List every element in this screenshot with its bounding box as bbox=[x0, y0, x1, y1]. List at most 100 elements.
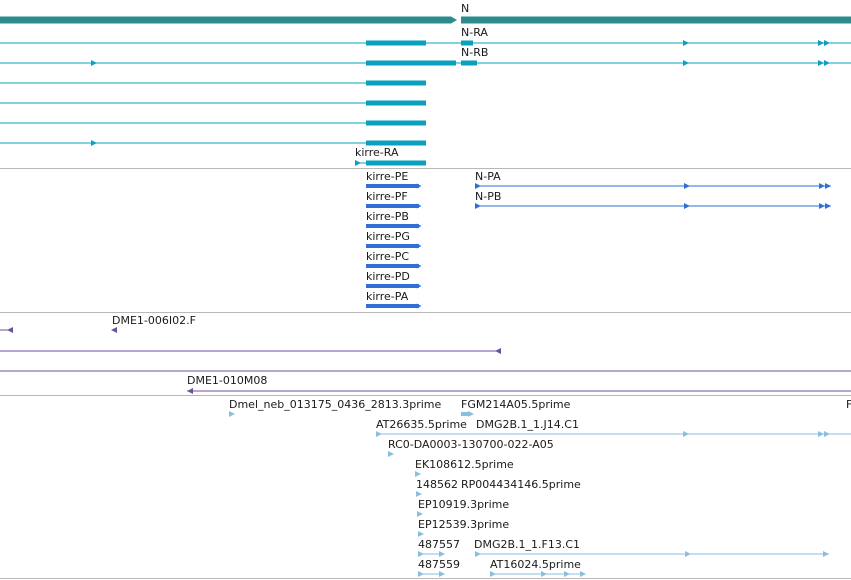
strand-arrow-icon bbox=[418, 551, 424, 557]
gene-bar-left[interactable] bbox=[0, 16, 451, 24]
est-label-AT16024[interactable]: AT16024.5prime bbox=[490, 558, 581, 571]
protein-label-N-PA[interactable]: N-PA bbox=[475, 170, 501, 183]
clone-label-DME1-006I02F[interactable]: DME1-006I02.F bbox=[112, 314, 196, 327]
protein-label-kirre-PF[interactable]: kirre-PF bbox=[366, 190, 408, 203]
strand-arrow-icon bbox=[415, 471, 421, 477]
est-label-DMG2B-F13[interactable]: DMG2B.1_1.F13.C1 bbox=[474, 538, 581, 551]
strand-arrow-icon bbox=[418, 531, 424, 537]
est-label-DMG2B-J14[interactable]: DMG2B.1_1.J14.C1 bbox=[476, 418, 579, 431]
strand-arrow-icon bbox=[824, 431, 830, 437]
protein-block[interactable] bbox=[366, 244, 419, 248]
strand-arrow-icon bbox=[824, 60, 830, 66]
transcript-exons[interactable] bbox=[366, 160, 426, 166]
protein-label-kirre-PB[interactable]: kirre-PB bbox=[366, 210, 409, 223]
strand-arrow-icon bbox=[416, 203, 422, 209]
strand-arrow-icon bbox=[187, 388, 193, 394]
strand-arrow-icon bbox=[417, 511, 423, 517]
strand-arrow-icon bbox=[376, 431, 382, 437]
est-label-EP12539[interactable]: EP12539.3prime bbox=[418, 518, 510, 531]
strand-arrow-icon bbox=[7, 327, 13, 333]
strand-arrow-icon bbox=[229, 411, 235, 417]
est-label-EK108612[interactable]: EK108612.5prime bbox=[415, 458, 514, 471]
strand-arrow-icon bbox=[824, 40, 830, 46]
strand-arrow-icon bbox=[416, 303, 422, 309]
est-label-487559[interactable]: 487559 bbox=[418, 558, 460, 571]
protein-label-kirre-PA[interactable]: kirre-PA bbox=[366, 290, 409, 303]
strand-arrow-icon bbox=[825, 203, 831, 209]
strand-arrow-icon bbox=[683, 40, 689, 46]
transcript-exons[interactable] bbox=[461, 40, 473, 46]
strand-arrow-icon bbox=[564, 571, 570, 577]
protein-block[interactable] bbox=[366, 284, 419, 288]
strand-arrow-icon bbox=[823, 551, 829, 557]
strand-arrow-icon bbox=[468, 411, 474, 417]
strand-arrow-icon bbox=[355, 160, 361, 166]
protein-label-kirre-PD[interactable]: kirre-PD bbox=[366, 270, 410, 283]
strand-arrow-icon bbox=[684, 203, 690, 209]
strand-arrow-icon bbox=[685, 551, 691, 557]
gene-label-N[interactable]: N bbox=[461, 2, 470, 15]
est-label-AT26635[interactable]: AT26635.5prime bbox=[376, 418, 467, 431]
strand-arrow-icon bbox=[475, 203, 481, 209]
strand-arrow-icon bbox=[91, 140, 97, 146]
strand-arrow-icon bbox=[818, 431, 824, 437]
protein-label-N-PB[interactable]: N-PB bbox=[475, 190, 502, 203]
strand-arrow-icon bbox=[416, 183, 422, 189]
transcript-exons[interactable] bbox=[366, 40, 426, 46]
strand-arrow-icon bbox=[416, 491, 422, 497]
strand-arrow-icon bbox=[490, 571, 496, 577]
strand-arrow-icon bbox=[818, 40, 824, 46]
strand-arrow-icon bbox=[388, 451, 394, 457]
protein-block[interactable] bbox=[366, 224, 419, 228]
gene-bar-right[interactable] bbox=[461, 16, 851, 24]
strand-arrow-icon bbox=[580, 571, 586, 577]
strand-arrow-icon bbox=[416, 223, 422, 229]
est-label-F[interactable]: F bbox=[846, 398, 851, 411]
protein-label-kirre-PC[interactable]: kirre-PC bbox=[366, 250, 410, 263]
strand-arrow-icon bbox=[418, 571, 424, 577]
clone-label-DME1-010M08[interactable]: DME1-010M08 bbox=[187, 374, 268, 387]
strand-arrow-icon bbox=[684, 183, 690, 189]
gene-bar-arrow bbox=[451, 16, 457, 24]
strand-arrow-icon bbox=[818, 60, 824, 66]
transcript-exons[interactable] bbox=[366, 140, 426, 146]
strand-arrow-icon bbox=[475, 183, 481, 189]
protein-block[interactable] bbox=[366, 264, 419, 268]
strand-arrow-icon bbox=[683, 60, 689, 66]
transcript-exons[interactable] bbox=[461, 60, 477, 66]
protein-label-kirre-PE[interactable]: kirre-PE bbox=[366, 170, 409, 183]
strand-arrow-icon bbox=[819, 203, 825, 209]
strand-arrow-icon bbox=[819, 183, 825, 189]
est-label-487557[interactable]: 487557 bbox=[418, 538, 460, 551]
est-block[interactable] bbox=[461, 412, 470, 416]
transcript-label-kirre-RA[interactable]: kirre-RA bbox=[355, 146, 399, 159]
strand-arrow-icon bbox=[439, 551, 445, 557]
strand-arrow-icon bbox=[416, 263, 422, 269]
est-label-FGM214A05[interactable]: FGM214A05.5prime bbox=[461, 398, 571, 411]
protein-block[interactable] bbox=[366, 204, 419, 208]
strand-arrow-icon bbox=[416, 243, 422, 249]
protein-label-kirre-PG[interactable]: kirre-PG bbox=[366, 230, 410, 243]
est-label-RC0-DA0003[interactable]: RC0-DA0003-130700-022-A05 bbox=[388, 438, 554, 451]
strand-arrow-icon bbox=[416, 283, 422, 289]
strand-arrow-icon bbox=[541, 571, 547, 577]
strand-arrow-icon bbox=[91, 60, 97, 66]
strand-arrow-icon bbox=[495, 348, 501, 354]
transcript-exons[interactable] bbox=[366, 80, 426, 86]
strand-arrow-icon bbox=[825, 183, 831, 189]
strand-arrow-icon bbox=[683, 431, 689, 437]
transcript-label-N-RA[interactable]: N-RA bbox=[461, 26, 488, 39]
strand-arrow-icon bbox=[475, 551, 481, 557]
est-label-Dmel-neb[interactable]: Dmel_neb_013175_0436_2813.3prime bbox=[229, 398, 442, 411]
protein-block[interactable] bbox=[366, 184, 419, 188]
transcript-exons[interactable] bbox=[366, 60, 456, 66]
transcript-exons[interactable] bbox=[366, 100, 426, 106]
transcript-exons[interactable] bbox=[366, 120, 426, 126]
transcript-label-N-RB[interactable]: N-RB bbox=[461, 46, 489, 59]
est-label-148562[interactable]: 148562 bbox=[416, 478, 458, 491]
strand-arrow-icon bbox=[111, 327, 117, 333]
est-label-RP004434146[interactable]: RP004434146.5prime bbox=[461, 478, 581, 491]
protein-block[interactable] bbox=[366, 304, 419, 308]
est-label-EP10919[interactable]: EP10919.3prime bbox=[418, 498, 510, 511]
